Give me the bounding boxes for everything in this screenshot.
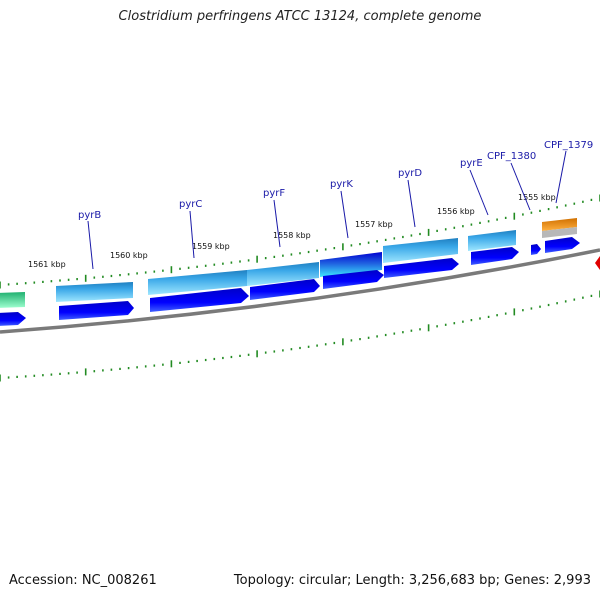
pyrD-feature bbox=[383, 238, 458, 263]
gene-label-pyrD: pyrD bbox=[398, 168, 422, 179]
cds-arrows bbox=[0, 237, 580, 326]
leader-line bbox=[273, 199, 281, 248]
leader-line bbox=[510, 162, 531, 211]
gene-label-CPF_1380: CPF_1380 bbox=[487, 151, 536, 162]
cds-arrow bbox=[150, 288, 249, 312]
leader-line bbox=[555, 150, 567, 204]
gene-label-pyrC: pyrC bbox=[179, 199, 202, 210]
red-marker bbox=[595, 256, 600, 270]
ruler-label: 1558 kbp bbox=[273, 231, 311, 240]
cds-arrow bbox=[59, 301, 134, 320]
pyrB-feature bbox=[56, 282, 133, 302]
leader-line bbox=[340, 190, 349, 239]
ruler-label: 1556 kbp bbox=[437, 207, 475, 216]
cds-arrow bbox=[531, 244, 541, 255]
ruler-label: 1560 kbp bbox=[110, 251, 148, 260]
ruler-label: 1555 kbp bbox=[518, 193, 556, 202]
pyrE-feature bbox=[468, 230, 516, 251]
ruler-label: 1561 kbp bbox=[28, 260, 66, 269]
gene-label-pyrB: pyrB bbox=[78, 210, 101, 221]
pyrC-feature bbox=[148, 270, 247, 295]
cds-arrow bbox=[545, 237, 580, 253]
ruler-ticks-top bbox=[0, 194, 600, 289]
ruler-label: 1557 kbp bbox=[355, 220, 393, 229]
top-strand-features bbox=[0, 218, 577, 308]
cds-arrow bbox=[250, 279, 320, 300]
leader-lines bbox=[87, 150, 567, 270]
map-title: Clostridium perfringens ATCC 13124, comp… bbox=[118, 9, 482, 24]
gene-label-pyrK: pyrK bbox=[330, 179, 353, 190]
orange-feature bbox=[542, 218, 577, 231]
pyrF-feature bbox=[247, 262, 319, 286]
cds-arrow bbox=[471, 247, 519, 265]
ruler-ticks-bottom bbox=[0, 290, 600, 382]
ruler-labels: 1561 kbp 1560 kbp 1559 kbp 1558 kbp 1557… bbox=[28, 193, 556, 269]
genome-summary: Topology: circular; Length: 3,256,683 bp… bbox=[233, 573, 591, 588]
accession-text: Accession: NC_008261 bbox=[9, 573, 157, 588]
gene-label-CPF_1379: CPF_1379 bbox=[544, 140, 593, 151]
gene-label-pyrE: pyrE bbox=[460, 158, 483, 169]
green-feature bbox=[0, 292, 25, 308]
leader-line bbox=[189, 210, 195, 259]
gene-labels: pyrB pyrC pyrF pyrK pyrD pyrE CPF_1380 C… bbox=[78, 140, 593, 221]
gene-label-pyrF: pyrF bbox=[263, 188, 285, 199]
cds-arrow bbox=[0, 312, 26, 326]
gray-feature bbox=[542, 227, 577, 238]
leader-line bbox=[407, 179, 416, 228]
ruler-label: 1559 kbp bbox=[192, 242, 230, 251]
leader-line bbox=[87, 220, 94, 270]
cds-arrow bbox=[384, 258, 459, 278]
genome-backbone bbox=[0, 248, 600, 334]
cds-arrow bbox=[323, 270, 384, 289]
pyrK-feature bbox=[320, 252, 382, 277]
leader-line bbox=[469, 169, 489, 216]
